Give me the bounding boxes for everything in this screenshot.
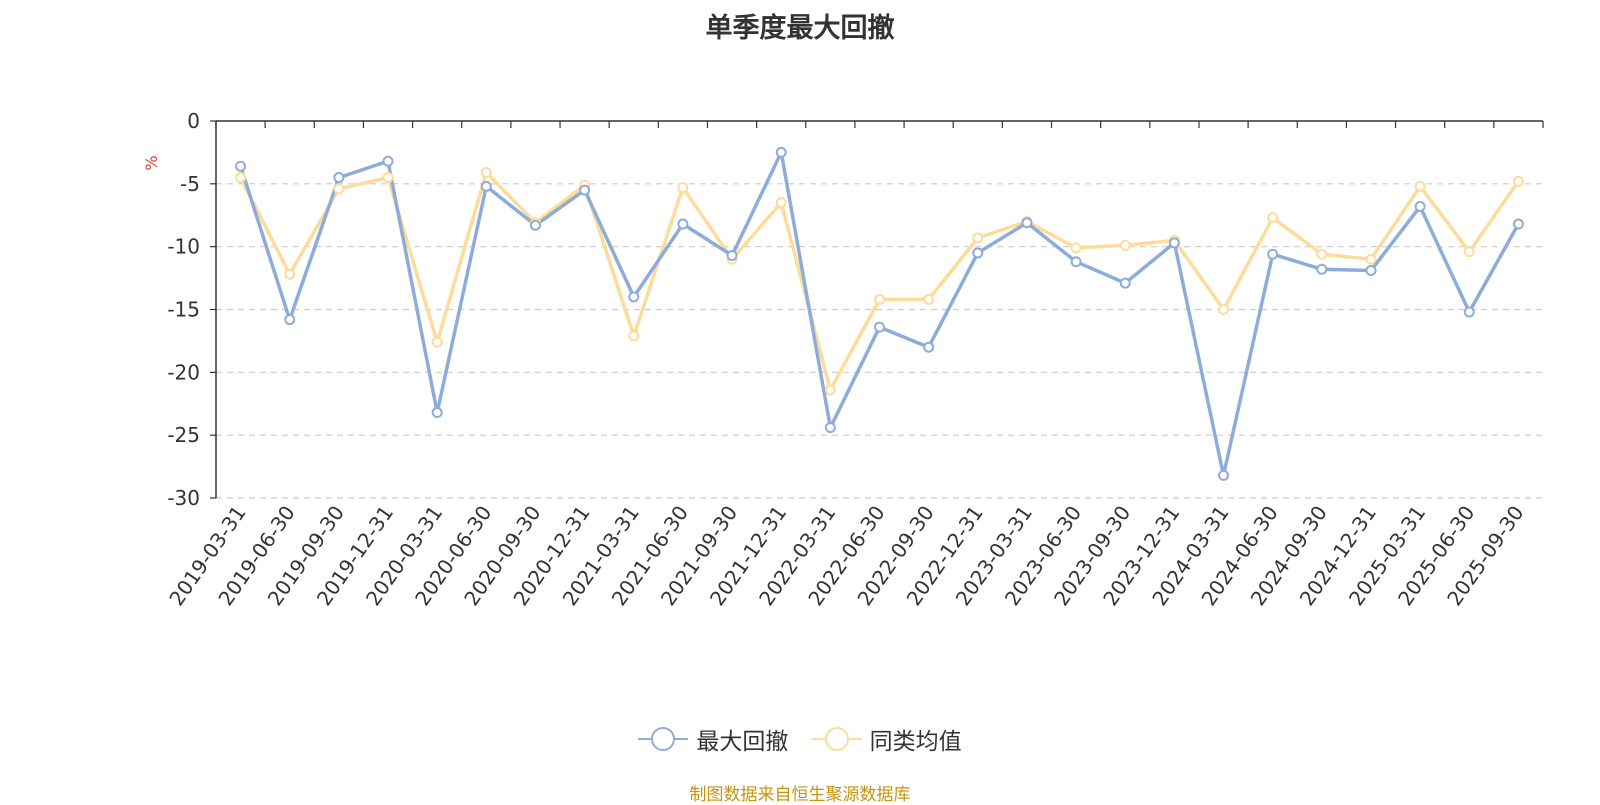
series-line-0 [238, 150, 1520, 478]
data-point [480, 167, 492, 179]
data-point [1365, 253, 1377, 265]
data-point [1218, 469, 1230, 481]
data-point [726, 249, 738, 261]
data-point [775, 146, 787, 158]
data-point [923, 341, 935, 353]
data-point [235, 172, 247, 184]
y-tick-label: 0 [187, 109, 200, 133]
data-point [972, 232, 984, 244]
data-point [1316, 263, 1328, 275]
y-tick-label: -5 [180, 172, 200, 196]
data-point [1414, 200, 1426, 212]
data-point [333, 172, 345, 184]
data-point [1414, 180, 1426, 192]
legend-item-max-drawdown[interactable]: 最大回撤 [638, 722, 788, 756]
data-point [1463, 306, 1475, 318]
data-point [382, 172, 394, 184]
data-point [480, 180, 492, 192]
data-source-note: 制图数据来自恒生聚源数据库 [689, 785, 911, 805]
y-tick-label: -20 [167, 360, 200, 384]
data-point [677, 218, 689, 230]
data-point [579, 184, 591, 196]
data-point [1365, 265, 1377, 277]
data-point [1267, 212, 1279, 224]
data-point [1070, 256, 1082, 268]
data-point [677, 182, 689, 194]
data-point [1512, 175, 1524, 187]
legend-marker-icon [638, 725, 689, 753]
data-point [431, 407, 443, 419]
data-point [333, 183, 345, 195]
data-point [529, 219, 541, 231]
data-point [1316, 248, 1328, 260]
legend-item-peer-average[interactable]: 同类均值 [811, 722, 962, 756]
data-point [972, 247, 984, 259]
data-point [874, 293, 885, 305]
data-point [1119, 239, 1131, 251]
data-point [235, 160, 247, 172]
data-point [1512, 218, 1524, 230]
y-axis-label: % [142, 155, 161, 170]
data-point [1168, 237, 1180, 249]
y-tick-label: -10 [167, 235, 200, 259]
data-point [1218, 304, 1230, 315]
legend-label: 同类均值 [869, 729, 962, 755]
data-point [284, 314, 296, 326]
data-point [775, 197, 787, 209]
data-point [824, 384, 836, 396]
gridlines [216, 183, 1543, 499]
legend: 最大回撤 同类均值 [0, 722, 1600, 759]
y-tick-label: -30 [167, 486, 200, 510]
data-point [874, 321, 885, 333]
data-point [824, 422, 836, 434]
series-line-1 [239, 170, 1520, 392]
series-lines [235, 146, 1524, 481]
data-point [923, 293, 935, 305]
y-tick-label: -15 [167, 298, 200, 322]
data-point [628, 330, 640, 342]
y-tick-label: -25 [167, 423, 200, 447]
data-point [1463, 246, 1475, 258]
data-point [431, 336, 443, 348]
data-point [1021, 217, 1033, 229]
chart-title: 单季度最大回撤 [705, 13, 895, 44]
data-point [628, 291, 640, 303]
data-point [1267, 248, 1279, 260]
data-point [284, 268, 296, 280]
data-point [1070, 242, 1082, 254]
data-point [382, 155, 394, 167]
legend-label: 最大回撤 [696, 729, 789, 755]
legend-marker-icon [811, 725, 862, 753]
data-point [1119, 277, 1131, 289]
